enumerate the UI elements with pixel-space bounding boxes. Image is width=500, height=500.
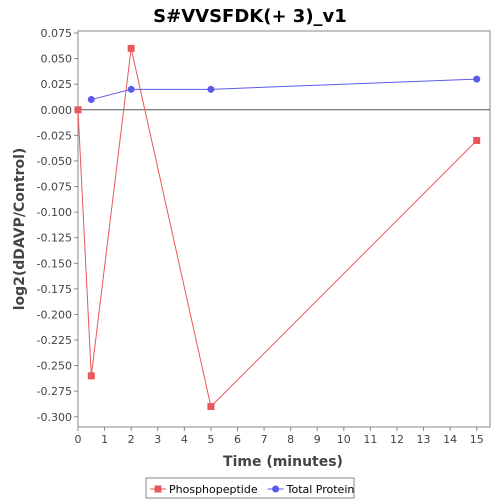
y-tick-label: 0.050 [41, 53, 73, 66]
y-axis-label: log2(dDAVP/Control) [12, 148, 28, 311]
x-tick-label: 11 [363, 433, 377, 446]
x-tick-label: 12 [390, 433, 404, 446]
series-line-total-protein [91, 78, 477, 101]
y-tick-label: -0.250 [37, 360, 72, 373]
plot-frame [77, 30, 491, 428]
y-tick-label: -0.275 [37, 385, 72, 398]
x-tick-label: 6 [234, 433, 241, 446]
y-tick-label: -0.075 [37, 181, 72, 194]
chart-title: S#VVSFDK(+ 3)_v1 [153, 6, 347, 27]
x-tick-label: 10 [337, 433, 351, 446]
y-tick-label: -0.100 [37, 206, 72, 219]
data-point-total-protein [473, 75, 481, 83]
y-tick-label: -0.300 [37, 411, 72, 424]
legend-label-phosphopeptide: Phosphopeptide [169, 483, 258, 496]
x-tick-label: 14 [443, 433, 457, 446]
y-tick-label: -0.200 [37, 308, 72, 321]
y-axis: 0.075 0.050 0.025 0.000 -0.025 -0.050 -0.075 -0… [37, 27, 78, 424]
data-point-phosphopeptide [473, 136, 481, 144]
x-tick-label: 5 [207, 433, 214, 446]
y-tick-label: -0.175 [37, 283, 72, 296]
legend-box [145, 477, 355, 499]
x-tick-label: 1 [101, 433, 108, 446]
y-tick-label: -0.125 [37, 232, 72, 245]
legend-label-total-protein: Total Protein [286, 483, 355, 496]
x-tick-label: 3 [154, 433, 161, 446]
legend-marker-total-protein [272, 485, 280, 493]
data-point-phosphopeptide [207, 403, 215, 411]
y-tick-label: -0.150 [37, 257, 72, 270]
y-tick-label: 0.075 [41, 27, 73, 40]
data-point-phosphopeptide [87, 372, 95, 380]
data-point-phosphopeptide [127, 44, 135, 52]
series-layer [74, 44, 481, 411]
x-axis-label: Time (minutes) [223, 454, 343, 470]
y-tick-label: 0.025 [41, 78, 73, 91]
x-tick-label: 15 [470, 433, 484, 446]
y-tick-label: -0.050 [37, 155, 72, 168]
x-tick-label: 4 [181, 433, 188, 446]
data-point-phosphopeptide [74, 106, 82, 114]
y-tick-label: 0.000 [41, 104, 73, 117]
x-tick-label: 0 [75, 433, 82, 446]
plot-area: 0.075 0.050 0.025 0.000 -0.025 -0.050 -0.075 -0… [37, 27, 491, 446]
x-tick-label: 7 [261, 433, 268, 446]
x-tick-label: 2 [128, 433, 135, 446]
legend-marker-phosphopeptide [154, 485, 162, 493]
legend: Phosphopeptide Total Protein [145, 477, 355, 499]
x-axis: 0 1 2 3 4 5 6 7 8 9 10 11 12 13 14 15 [75, 427, 484, 446]
x-tick-label: 9 [314, 433, 321, 446]
data-point-total-protein [127, 85, 135, 93]
y-tick-label: -0.025 [37, 129, 72, 142]
x-tick-label: 13 [417, 433, 431, 446]
x-tick-label: 8 [287, 433, 294, 446]
data-point-total-protein [87, 96, 95, 104]
y-tick-label: -0.225 [37, 334, 72, 347]
data-point-total-protein [207, 85, 215, 93]
